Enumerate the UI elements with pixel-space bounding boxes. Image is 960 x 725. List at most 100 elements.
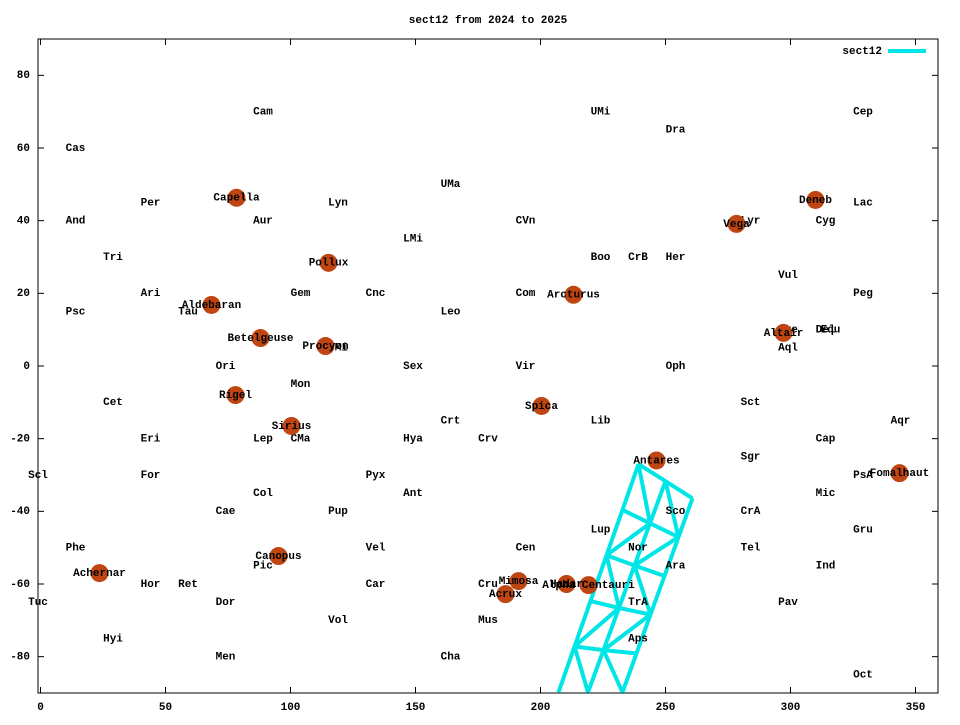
constellation-label: Oct xyxy=(853,670,873,682)
constellation-label: Cet xyxy=(103,397,123,409)
constellation-label: Cas xyxy=(66,143,86,155)
constellation-label: Phe xyxy=(66,543,86,555)
constellation-label: Hya xyxy=(403,434,423,446)
constellation-label: Sex xyxy=(403,361,423,373)
constellation-label: UMi xyxy=(591,107,611,119)
constellation-label: Cap xyxy=(816,434,836,446)
legend-label: sect12 xyxy=(842,46,882,58)
constellation-label: Crv xyxy=(478,434,498,446)
constellation-label: Tuc xyxy=(28,597,48,609)
star-label: Mimosa xyxy=(499,576,539,588)
x-tick-label: 350 xyxy=(906,702,926,714)
constellation-label: Hyi xyxy=(103,633,123,645)
star-point xyxy=(579,576,598,595)
constellation-label: Lib xyxy=(591,415,611,427)
x-tick-label: 250 xyxy=(656,702,676,714)
constellation-label: CrB xyxy=(628,252,648,264)
star-point xyxy=(647,451,666,470)
constellation-label: Aps xyxy=(628,633,648,645)
constellation-label: UMa xyxy=(441,179,461,191)
star-point xyxy=(319,253,338,272)
x-tick-label: 0 xyxy=(37,702,44,714)
constellation-label: Ret xyxy=(178,579,198,591)
constellation-label: Sco xyxy=(666,506,686,518)
constellation-label: TrA xyxy=(628,597,648,609)
chart-title: sect12 from 2024 to 2025 xyxy=(409,15,568,27)
y-tick-label: 40 xyxy=(17,216,30,228)
star-point xyxy=(227,188,246,207)
constellation-label: Cnc xyxy=(366,288,386,300)
star-label: Procyon xyxy=(302,341,348,353)
y-tick-label: -20 xyxy=(10,434,30,446)
y-tick-label: -80 xyxy=(10,652,30,664)
constellation-label: Tri xyxy=(103,252,123,264)
constellation-label: Mic xyxy=(816,488,836,500)
star-point xyxy=(890,464,909,483)
constellation-label: Oph xyxy=(666,361,686,373)
constellation-label: Com xyxy=(516,288,536,300)
x-tick-label: 100 xyxy=(281,702,301,714)
constellation-label: Vol xyxy=(328,615,348,627)
constellation-label: Cam xyxy=(253,107,273,119)
constellation-label: Leo xyxy=(441,306,461,318)
constellation-label: Cae xyxy=(216,506,236,518)
star-point xyxy=(251,329,270,348)
constellation-label: Equ xyxy=(821,325,841,337)
constellation-label: Lyr xyxy=(741,216,761,228)
constellation-label: Gem xyxy=(291,288,311,300)
constellation-label: Lac xyxy=(853,197,873,209)
constellation-label: Cha xyxy=(441,652,461,664)
constellation-label: Psc xyxy=(66,306,86,318)
constellation-label: Vir xyxy=(516,361,536,373)
x-tick-label: 150 xyxy=(406,702,426,714)
x-tick-label: 200 xyxy=(531,702,551,714)
y-tick-label: 20 xyxy=(17,288,30,300)
constellation-label: Scl xyxy=(28,470,48,482)
constellation-label: Vul xyxy=(778,270,798,282)
constellation-label: Ori xyxy=(216,361,236,373)
star-label: Achernar xyxy=(73,568,126,580)
star-label: Rigel xyxy=(219,390,252,402)
star-label: Antares xyxy=(633,455,679,467)
constellation-label: PsA xyxy=(853,470,873,482)
y-tick-label: 60 xyxy=(17,143,30,155)
y-tick-label: 0 xyxy=(23,361,30,373)
constellation-label: Sgr xyxy=(741,452,761,464)
star-label: Spica xyxy=(525,401,558,413)
star-label: Capella xyxy=(213,193,260,205)
y-tick-label: -60 xyxy=(10,579,30,591)
star-label: Aldebaran xyxy=(182,300,241,312)
star-label: Deneb xyxy=(799,195,832,207)
constellation-label: Per xyxy=(141,197,161,209)
star-point xyxy=(282,416,301,435)
star-label: Sirius xyxy=(272,421,312,433)
star-point xyxy=(269,547,288,566)
constellation-label: Ind xyxy=(816,561,836,573)
constellation-label: Men xyxy=(216,652,236,664)
constellation-label: Eri xyxy=(141,434,161,446)
star-label: Betelgeuse xyxy=(227,333,293,345)
star-point xyxy=(727,214,746,233)
constellation-label: Ari xyxy=(141,288,161,300)
constellation-label: Vel xyxy=(366,543,386,555)
constellation-label: Lup xyxy=(591,524,611,536)
constellation-label: Del xyxy=(816,325,836,337)
constellation-label: For xyxy=(141,470,161,482)
constellation-label: Boo xyxy=(591,252,611,264)
x-tick-label: 50 xyxy=(159,702,172,714)
constellation-label: And xyxy=(66,216,86,228)
constellation-label: Nor xyxy=(628,543,648,555)
x-tick-label: 300 xyxy=(781,702,801,714)
star-label: Alpha Centauri xyxy=(542,580,635,592)
star-point xyxy=(557,575,576,593)
star-point xyxy=(496,585,515,604)
star-point xyxy=(226,386,245,405)
star-label: Pollux xyxy=(309,258,349,270)
constellation-label: Cru xyxy=(478,579,498,591)
star-point xyxy=(90,564,109,583)
star-label: Canopus xyxy=(255,551,301,563)
constellation-label: Tau xyxy=(178,306,198,318)
constellation-label: Aql xyxy=(778,343,798,355)
constellation-label: LMi xyxy=(403,234,423,246)
